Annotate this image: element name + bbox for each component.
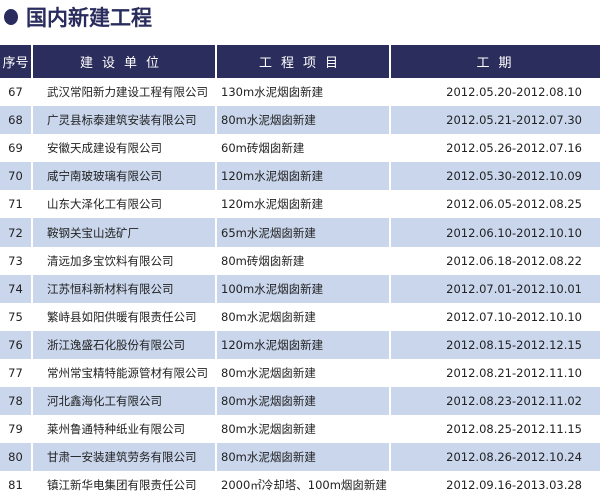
cell-period: 2012.06.18-2012.08.22 [446,253,582,268]
table-header: 序号 建设单位 工程项目 工期 [0,45,600,78]
header-project: 工程项目 [217,45,389,78]
section-title: 国内新建工程 [4,2,152,32]
cell-seq: 75 [8,309,23,324]
cell-project: 80m水泥烟囱新建 [217,387,389,416]
table-row: 77 常州常宝精特能源管材有限公司 80m水泥烟囱新建 2012.08.21-2012… [0,359,600,387]
cell-period: 2012.08.25-2012.11.15 [446,422,582,437]
table-row: 81 镇江新华电集团有限责任公司 2000㎡冷却塔、100m烟囱新建 2012.09.… [0,471,600,499]
cell-period: 2012.08.26-2012.10.24 [391,443,600,472]
cell-project: 80m水泥烟囱新建 [221,422,316,437]
table-row: 79 莱州鲁通特种纸业有限公司 80m水泥烟囱新建 2012.08.25-2012.1… [0,415,600,443]
cell-company: 镇江新华电集团有限责任公司 [47,478,197,493]
cell-company: 清远加多宝饮料有限公司 [47,253,174,268]
cell-seq: 81 [8,478,23,493]
table-row: 75 繁峙县如阳供暖有限责任公司 80m水泥烟囱新建 2012.07.10-2012.… [0,303,600,331]
cell-project: 80m水泥烟囱新建 [221,365,316,380]
header-company: 建设单位 [33,45,215,78]
cell-company: 莱州鲁通特种纸业有限公司 [47,422,185,437]
cell-project: 80m水泥烟囱新建 [221,309,316,324]
cell-seq: 78 [0,387,31,416]
cell-period: 2012.05.21-2012.07.30 [391,106,600,135]
cell-project: 100m水泥烟囱新建 [217,274,389,303]
table-row: 80 甘肃一安装建筑劳务有限公司 80m水泥烟囱新建 2012.08.26-2012.… [0,443,600,472]
cell-company: 武汉常阳新力建设工程有限公司 [47,85,208,100]
cell-period: 2012.06.10-2012.10.10 [391,218,600,247]
cell-project: 130m水泥烟囱新建 [221,85,324,100]
cell-company: 山东大泽化工有限公司 [47,197,162,212]
cell-period: 2012.07.01-2012.10.01 [391,274,600,303]
cell-period: 2012.08.15-2012.12.15 [391,330,600,359]
cell-period: 2012.05.26-2012.07.16 [446,141,582,156]
cell-seq: 74 [0,274,31,303]
cell-period: 2012.06.05-2012.08.25 [446,197,582,212]
table-row: 72 鞍钢关宝山选矿厂 65m水泥烟囱新建 2012.06.10-2012.10.10 [0,218,600,247]
cell-seq: 73 [8,253,23,268]
cell-seq: 72 [0,218,31,247]
table-row: 73 清远加多宝饮料有限公司 80m砖烟囱新建 2012.06.18-2012.08.… [0,247,600,275]
cell-company: 甘肃一安装建筑劳务有限公司 [33,443,215,472]
cell-seq: 70 [0,162,31,191]
cell-seq: 69 [8,141,23,156]
cell-period: 2012.09.16-2013.03.28 [446,478,582,493]
bullet-icon [4,9,18,25]
cell-company: 鞍钢关宝山选矿厂 [33,218,215,247]
cell-company: 河北鑫海化工有限公司 [33,387,215,416]
cell-company: 常州常宝精特能源管材有限公司 [47,365,208,380]
table-row: 68 广灵县标泰建筑安装有限公司 80m水泥烟囱新建 2012.05.21-2012.… [0,106,600,135]
cell-period: 2012.05.30-2012.10.09 [391,162,600,191]
cell-seq: 77 [8,365,23,380]
table-row: 70 咸宁南玻玻璃有限公司 120m水泥烟囱新建 2012.05.30-2012.10… [0,162,600,191]
cell-period: 2012.08.23-2012.11.02 [391,387,600,416]
header-seq: 序号 [0,45,31,78]
cell-project: 65m水泥烟囱新建 [217,218,389,247]
cell-project: 80m水泥烟囱新建 [217,106,389,135]
cell-project: 120m水泥烟囱新建 [217,330,389,359]
cell-project: 60m砖烟囱新建 [221,141,305,156]
table-row: 69 安徽天成建设有限公司 60m砖烟囱新建 2012.05.26-2012.07.1… [0,134,600,162]
cell-period: 2012.07.10-2012.10.10 [446,309,582,324]
table-row: 74 江苏恒科新材料有限公司 100m水泥烟囱新建 2012.07.01-2012.1… [0,274,600,303]
cell-period: 2012.05.20-2012.08.10 [446,85,582,100]
cell-company: 浙江逸盛石化股份有限公司 [33,330,215,359]
cell-project: 120m水泥烟囱新建 [217,162,389,191]
header-period: 工期 [391,45,600,78]
cell-company: 广灵县标泰建筑安装有限公司 [33,106,215,135]
table-row: 71 山东大泽化工有限公司 120m水泥烟囱新建 2012.06.05-2012.08… [0,190,600,218]
cell-seq: 68 [0,106,31,135]
table-row: 67 武汉常阳新力建设工程有限公司 130m水泥烟囱新建 2012.05.20-201… [0,78,600,106]
cell-project: 120m水泥烟囱新建 [221,197,324,212]
cell-seq: 79 [8,422,23,437]
cell-project: 80m砖烟囱新建 [221,253,305,268]
cell-company: 咸宁南玻玻璃有限公司 [33,162,215,191]
cell-seq: 80 [0,443,31,472]
cell-seq: 67 [8,85,23,100]
cell-project: 2000㎡冷却塔、100m烟囱新建 [221,478,387,493]
table-row: 78 河北鑫海化工有限公司 80m水泥烟囱新建 2012.08.23-2012.11.… [0,387,600,416]
projects-table: 序号 建设单位 工程项目 工期 67 武汉常阳新力建设工程有限公司 130m水泥烟囱… [0,45,600,499]
cell-company: 繁峙县如阳供暖有限责任公司 [47,309,197,324]
title-text: 国内新建工程 [26,6,152,30]
table-row: 76 浙江逸盛石化股份有限公司 120m水泥烟囱新建 2012.08.15-2012.… [0,330,600,359]
cell-seq: 71 [8,197,23,212]
cell-period: 2012.08.21-2012.11.10 [446,365,582,380]
cell-company: 安徽天成建设有限公司 [47,141,162,156]
cell-seq: 76 [0,330,31,359]
cell-company: 江苏恒科新材料有限公司 [33,274,215,303]
cell-project: 80m水泥烟囱新建 [217,443,389,472]
